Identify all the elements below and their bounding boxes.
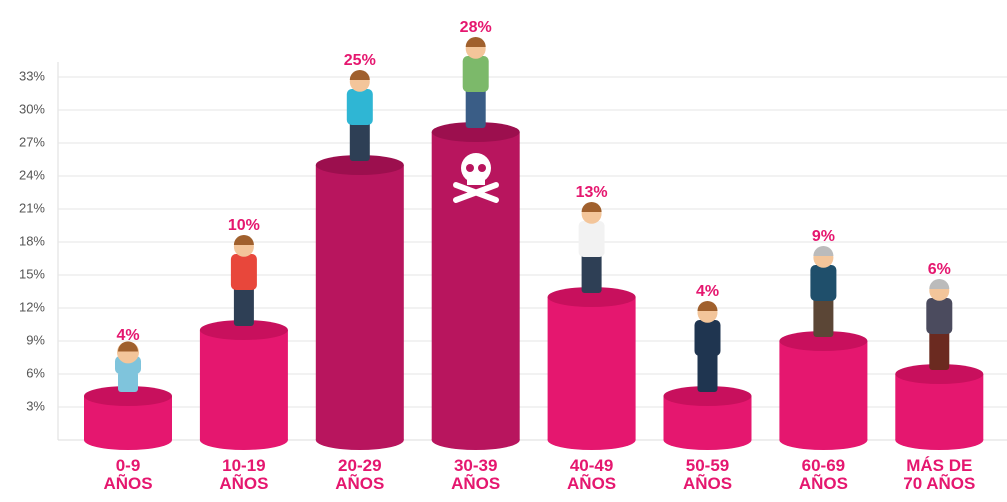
chart-canvas: 3% 6% 9% 12% 15% 18% 21% 24% 27% 30% 33% 4% 10% 25% 28… [0,0,1007,502]
skull-jaw [467,175,485,185]
y-tick-label: 27% [19,134,45,149]
y-tick-label: 33% [19,68,45,83]
person-figure [115,341,141,392]
bar [316,165,404,440]
person-hair [466,37,486,47]
value-label: 6% [928,261,951,278]
y-tick-label: 12% [19,299,45,314]
person-body [695,320,721,356]
person-body [463,56,489,92]
person-legs [813,297,833,338]
person-legs [234,286,254,327]
person-body [231,254,257,290]
x-tick-label: 0-9 AÑOS [73,457,183,493]
y-tick-label: 3% [26,398,45,413]
x-tick-label: 10-19 AÑOS [189,457,299,493]
value-label: 10% [228,217,260,234]
value-label: 28% [460,19,492,36]
value-label: 4% [116,327,139,344]
y-tick-label: 18% [19,233,45,248]
person-legs [582,253,602,294]
x-tick-label: MÁS DE 70 AÑOS [884,457,994,493]
value-label: 4% [696,283,719,300]
person-figure [231,235,257,326]
person-body [347,89,373,125]
chart: 3% 6% 9% 12% 15% 18% 21% 24% 27% 30% 33% 4% 10% 25% 28… [0,0,1007,502]
person-figure [810,246,836,337]
person-legs [466,88,486,129]
person-figure [926,279,952,370]
person-legs [118,372,138,392]
value-label: 13% [576,184,608,201]
x-tick-label: 30-39 AÑOS [421,457,531,493]
y-tick-label: 30% [19,101,45,116]
skull-eye [466,164,474,172]
bar [200,330,288,440]
person-hair [813,246,833,256]
person-hair [234,235,254,245]
person-legs [350,121,370,162]
x-tick-label: 60-69 AÑOS [768,457,878,493]
value-label: 9% [812,228,835,245]
y-tick-label: 6% [26,365,45,380]
y-tick-label: 21% [19,200,45,215]
person-hair [582,202,602,212]
bars [84,37,983,450]
person-body [926,298,952,334]
value-label: 25% [344,52,376,69]
person-hair [350,70,370,80]
person-hair [698,301,718,311]
person-figure [695,301,721,392]
y-tick-label: 9% [26,332,45,347]
bar [548,297,636,440]
person-figure [347,70,373,161]
x-tick-label: 50-59 AÑOS [653,457,763,493]
person-figure [579,202,605,293]
x-tick-label: 20-29 AÑOS [305,457,415,493]
person-figure [463,37,489,128]
person-body [579,221,605,257]
person-legs [929,330,949,371]
y-tick-label: 24% [19,167,45,182]
skull-eye [478,164,486,172]
x-tick-label: 40-49 AÑOS [537,457,647,493]
y-tick-label: 15% [19,266,45,281]
person-legs [698,352,718,393]
person-hair [929,279,949,289]
person-body [810,265,836,301]
bar [779,341,867,440]
